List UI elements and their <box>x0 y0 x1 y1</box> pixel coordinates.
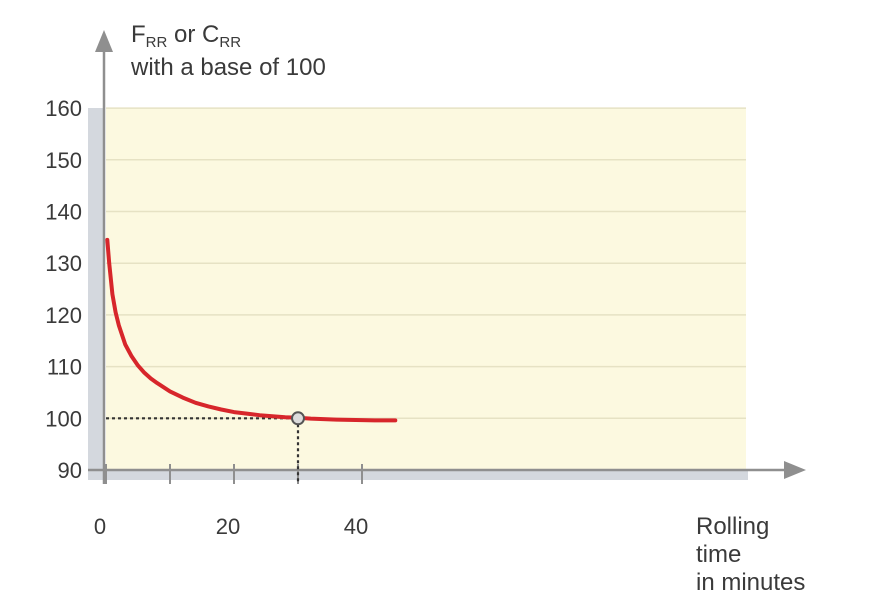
y-tick-labels: 90 100 110 120 130 140 150 160 <box>45 96 82 483</box>
y-axis-title-connector: or <box>167 21 202 48</box>
x-tick-label-0: 0 <box>94 514 106 539</box>
y-tick-label-100: 100 <box>45 406 82 431</box>
reference-point-marker <box>291 411 305 426</box>
y-axis-arrow-icon <box>95 30 113 52</box>
y-axis-title-f-subscript: RR <box>146 34 168 51</box>
x-axis-title-line2: time <box>696 541 741 568</box>
x-axis-title-line3: in minutes <box>696 569 805 596</box>
gridlines <box>106 107 746 420</box>
y-tick-label-130: 130 <box>45 251 82 276</box>
reference-lines <box>106 417 300 484</box>
y-axis-shade <box>88 108 104 478</box>
x-tick-label-20: 20 <box>216 514 240 539</box>
x-tick-label-40: 40 <box>344 514 368 539</box>
y-tick-label-140: 140 <box>45 200 82 225</box>
y-tick-label-160: 160 <box>45 96 82 121</box>
y-tick-label-110: 110 <box>47 355 82 380</box>
y-axis-title-c-subscript: RR <box>219 34 241 51</box>
reference-point-group <box>291 411 305 426</box>
series-curves <box>105 237 398 423</box>
y-axis-title: FRR or CRR <box>131 21 241 51</box>
x-axis-title-line1: Rolling <box>696 513 769 540</box>
y-axis-title-line2: with a base of 100 <box>130 54 326 81</box>
plot-background <box>106 108 746 470</box>
y-tick-label-90: 90 <box>58 458 82 483</box>
y-tick-label-120: 120 <box>45 303 82 328</box>
y-axis-title-f: F <box>131 21 146 48</box>
y-axis-title-c: C <box>202 21 219 48</box>
x-tick-labels: 0 20 40 <box>94 514 368 539</box>
series-line-0 <box>105 237 398 423</box>
x-axis-arrow-icon <box>784 461 806 479</box>
x-axis-shade <box>88 470 748 480</box>
y-tick-label-150: 150 <box>45 148 82 173</box>
